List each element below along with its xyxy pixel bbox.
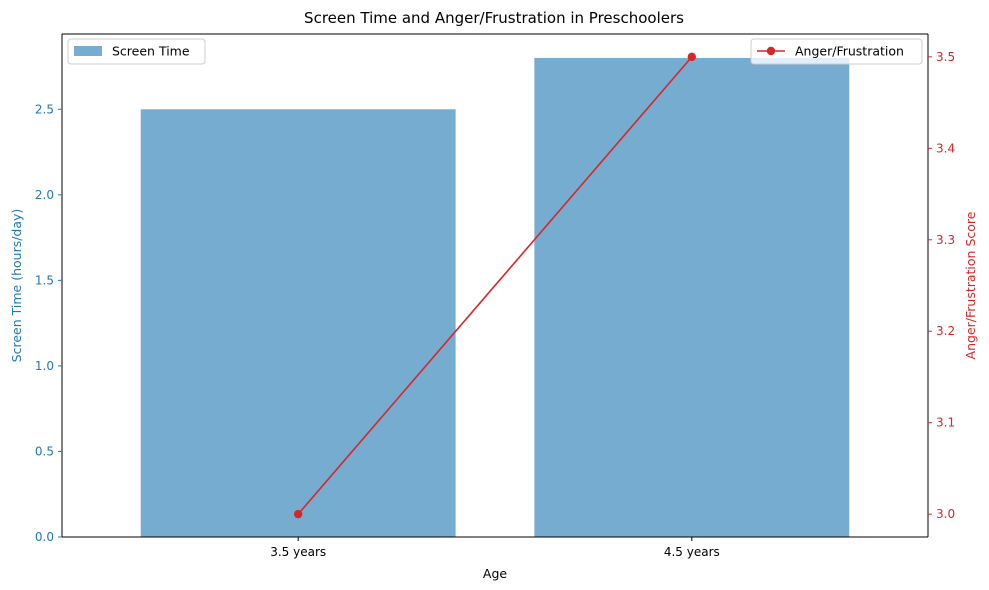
line-point-0 [293, 509, 303, 519]
y-left-tick-label: 1.0 [35, 359, 54, 373]
bars-layer [140, 57, 850, 538]
y-right-tick-label: 3.0 [936, 507, 955, 521]
legend-label: Screen Time [112, 44, 190, 59]
y-right-tick-label: 3.1 [936, 416, 955, 430]
line-layer [293, 52, 697, 519]
legend-marker [766, 46, 776, 56]
x-tick-label: 4.5 years [664, 545, 720, 559]
x-tick-label: 3.5 years [270, 545, 326, 559]
y-left-tick-label: 2.5 [35, 102, 54, 116]
legend-box [750, 38, 923, 65]
y-right-tick-label: 3.3 [936, 233, 955, 247]
y-right-axis-label: Anger/Frustration Score [963, 211, 978, 359]
y-right-tick-label: 3.5 [936, 50, 955, 64]
y-left-tick-label: 0.0 [35, 530, 54, 544]
y-left-axis-label: Screen Time (hours/day) [9, 209, 24, 363]
series-line-anger-frustration [297, 56, 693, 515]
y-left-tick-label: 2.0 [35, 188, 54, 202]
y-right-tick-label: 3.2 [936, 324, 955, 338]
bar-0 [140, 109, 456, 538]
legend-swatch [74, 46, 102, 56]
legend-label: Anger/Frustration [795, 44, 904, 59]
y-left-tick-label: 0.5 [35, 444, 54, 458]
chart-title: Screen Time and Anger/Frustration in Pre… [304, 9, 684, 27]
bar-1 [534, 57, 850, 537]
legend-screen-time: Screen Time [67, 38, 206, 65]
legend-anger-frustration: Anger/Frustration [750, 38, 923, 65]
x-axis-label: Age [483, 566, 507, 581]
legend-box [67, 38, 206, 65]
axes-layer: 3.5 years 4.5 years 0.0 0.5 1.0 1.5 2.0 2.5 3.0 3… [35, 33, 955, 559]
y-left-tick-label: 1.5 [35, 273, 54, 287]
line-point-1 [687, 52, 697, 62]
y-right-tick-label: 3.4 [936, 141, 955, 155]
